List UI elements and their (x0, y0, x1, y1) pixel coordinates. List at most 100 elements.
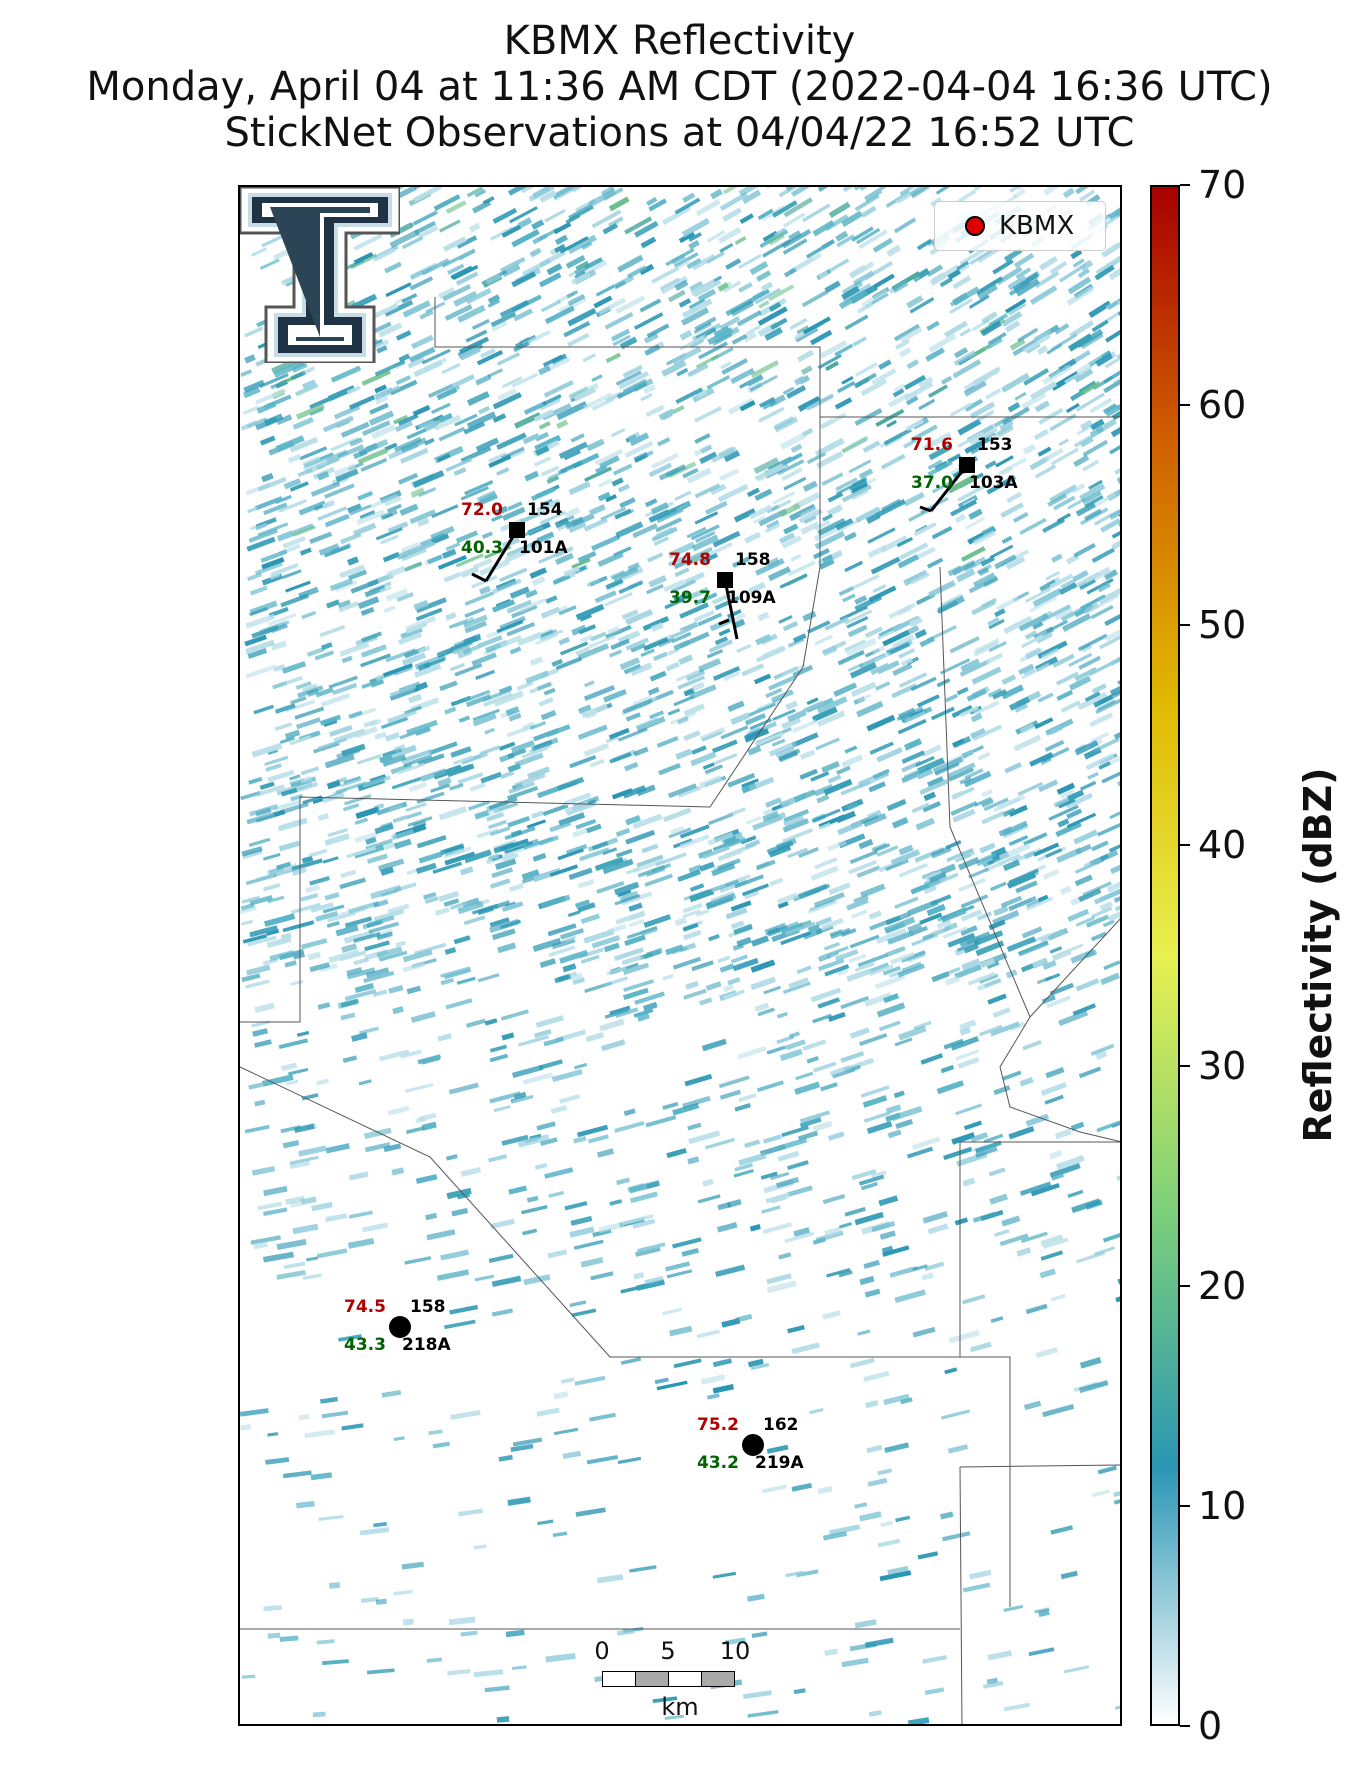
echo-streak (375, 1598, 387, 1605)
echo-streak (567, 332, 590, 347)
echo-streak (457, 304, 486, 323)
echo-streak (915, 756, 935, 767)
echo-streak (1042, 868, 1060, 880)
echo-streak (986, 1677, 998, 1685)
echo-streak (734, 1162, 754, 1172)
echo-streak (1079, 259, 1094, 272)
echo-streak (661, 359, 687, 377)
echo-streak (572, 977, 586, 985)
echo-streak (499, 256, 526, 273)
echo-streak (376, 946, 403, 959)
echo-streak (855, 506, 881, 523)
echo-streak (821, 239, 835, 250)
echo-streak (864, 260, 893, 280)
echo-streak (739, 400, 756, 412)
station-dewpoint: 37.0 (911, 473, 953, 493)
echo-streak (1000, 895, 1023, 908)
echo-streak (695, 354, 720, 369)
echo-streak (1068, 652, 1093, 668)
echo-streak (683, 687, 696, 697)
echo-streak (577, 704, 592, 714)
echo-streak (912, 269, 930, 283)
echo-streak (1097, 822, 1120, 837)
echo-streak (875, 681, 891, 691)
echo-streak (817, 958, 845, 972)
echo-streak (945, 693, 959, 703)
echo-streak (783, 267, 798, 278)
echo-streak (391, 776, 422, 790)
echo-streak (288, 1067, 309, 1076)
echo-streak (719, 1089, 741, 1100)
echo-streak (1080, 436, 1094, 448)
echo-streak (1068, 675, 1092, 691)
echo-streak (1039, 928, 1065, 943)
echo-streak (928, 579, 956, 598)
echo-streak (816, 710, 846, 727)
echo-streak (423, 657, 446, 669)
echo-streak (947, 565, 963, 577)
echo-streak (588, 634, 616, 649)
echo-streak (1067, 276, 1092, 295)
echo-streak (871, 1170, 887, 1179)
echo-streak (1032, 957, 1049, 969)
echo-streak (441, 363, 461, 375)
echo-streak (292, 417, 314, 430)
echo-streak (1078, 1379, 1109, 1394)
echo-streak (1018, 612, 1049, 632)
echo-streak (749, 261, 769, 276)
echo-streak (1001, 1215, 1021, 1227)
echo-streak (490, 311, 517, 328)
echo-streak (975, 940, 1005, 957)
echo-streak (713, 753, 738, 766)
station-dewpoint: 43.2 (697, 1453, 739, 1473)
echo-streak (794, 1081, 821, 1095)
echo-streak (255, 522, 268, 531)
echo-streak (829, 1524, 861, 1536)
echo-streak (693, 280, 722, 298)
echo-streak (243, 379, 265, 393)
echo-streak (824, 214, 849, 232)
echo-streak (667, 289, 686, 303)
echo-streak (849, 934, 880, 949)
echo-streak (1019, 1076, 1034, 1087)
echo-streak (318, 1514, 344, 1521)
echo-streak (343, 775, 362, 785)
echo-streak (383, 1143, 402, 1153)
echo-streak (1001, 535, 1013, 544)
echo-streak (1095, 352, 1113, 367)
echo-streak (731, 333, 748, 345)
radar-map[interactable]: KBMX 0 5 10 km 72.0 154 40.3 101A 74.8 158 39.… (238, 185, 1122, 1726)
echo-streak (431, 402, 451, 414)
echo-streak (387, 903, 410, 915)
echo-streak (346, 967, 363, 977)
echo-streak (781, 535, 802, 549)
echo-streak (769, 877, 784, 887)
echo-streak (696, 1329, 721, 1339)
echo-streak (977, 283, 998, 300)
echo-streak (988, 641, 1007, 653)
echo-streak (714, 595, 740, 611)
echo-streak (273, 799, 301, 812)
echo-streak (786, 574, 808, 587)
echo-streak (484, 1685, 510, 1693)
echo-streak (563, 565, 581, 577)
echo-streak (898, 625, 920, 639)
echo-streak (614, 1120, 645, 1133)
echo-streak (775, 745, 795, 758)
echo-streak (679, 834, 710, 849)
echo-streak (903, 569, 928, 587)
echo-streak (980, 555, 996, 567)
echo-streak (550, 1105, 568, 1114)
echo-streak (1083, 857, 1102, 869)
echo-streak (792, 633, 807, 643)
echo-streak (1101, 771, 1120, 784)
echo-streak (815, 924, 834, 935)
echo-streak (706, 1393, 720, 1400)
echo-streak (337, 444, 365, 460)
echo-streak (951, 790, 964, 800)
echo-streak (454, 616, 475, 628)
echo-streak (954, 964, 982, 979)
echo-streak (542, 354, 563, 368)
echo-streak (910, 424, 938, 442)
echo-streak (597, 551, 624, 567)
